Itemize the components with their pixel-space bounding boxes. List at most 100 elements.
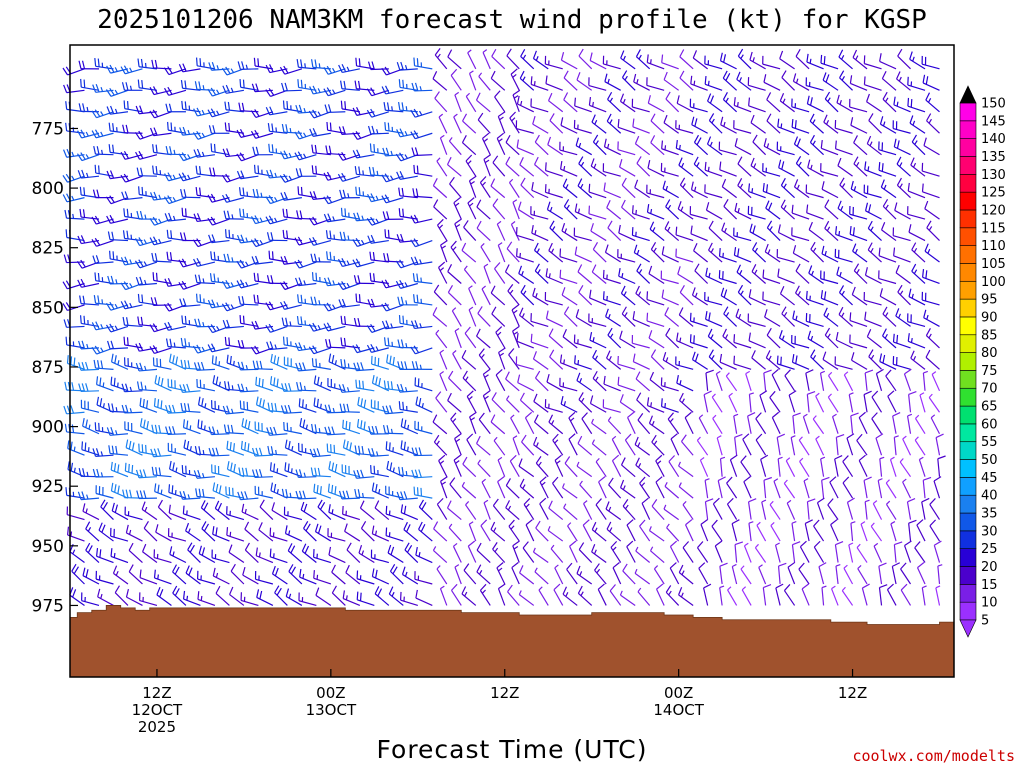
wind-barb: [722, 70, 738, 91]
wind-barb: [721, 178, 737, 199]
wind-barb: [338, 490, 360, 500]
wind-barb: [498, 347, 506, 370]
wind-barb: [561, 287, 578, 306]
wind-barb: [271, 502, 288, 521]
wind-barb: [820, 456, 826, 477]
wind-barb: [194, 274, 215, 285]
wind-barb: [914, 414, 926, 435]
wind-barb: [733, 334, 752, 349]
wind-barb: [792, 245, 810, 263]
wind-barb: [853, 156, 868, 177]
wind-barb: [482, 390, 491, 413]
wind-barb: [909, 51, 926, 70]
wind-barb: [604, 73, 621, 91]
wind-barb: [396, 383, 418, 393]
wind-barb: [871, 390, 883, 413]
wind-barb: [512, 325, 520, 349]
wind-barb: [222, 405, 244, 415]
wind-barb: [182, 419, 201, 435]
wind-barb: [891, 562, 901, 585]
wind-barb: [617, 376, 636, 392]
wind-barb: [545, 310, 563, 327]
wind-barb: [510, 414, 520, 435]
wind-barb: [516, 333, 534, 349]
wind-barb: [451, 307, 462, 327]
wind-barb: [819, 370, 826, 391]
wind-barb: [356, 570, 375, 585]
wind-barb: [236, 152, 259, 162]
wind-barb: [352, 344, 375, 354]
wind-barb: [325, 339, 346, 349]
wind-barb: [398, 315, 418, 328]
wind-barb: [911, 242, 926, 263]
wind-barb: [719, 52, 737, 70]
wind-barb: [181, 207, 201, 220]
wind-barb: [849, 205, 868, 220]
wind-barb: [605, 501, 622, 521]
wind-barb: [96, 376, 114, 392]
wind-barb: [358, 545, 375, 564]
wind-barb: [735, 308, 752, 327]
wind-barb: [547, 92, 564, 113]
wind-barb: [926, 220, 940, 241]
wind-barb: [761, 499, 767, 520]
colorbar-swatch: [959, 352, 977, 371]
wind-barb: [561, 222, 578, 242]
wind-barb: [355, 186, 375, 199]
wind-barb: [497, 476, 506, 499]
wind-barb: [80, 78, 100, 91]
wind-barb: [512, 540, 520, 563]
wind-barb: [386, 354, 404, 370]
wind-barb: [299, 568, 317, 585]
wind-barb: [120, 300, 143, 310]
wind-barb: [751, 350, 766, 370]
wind-barb: [340, 100, 360, 113]
wind-barb: [482, 368, 491, 392]
wind-barb: [197, 591, 216, 607]
wind-barb: [236, 128, 259, 138]
wind-barb: [849, 98, 868, 113]
wind-barb: [267, 123, 288, 134]
wind-barb: [900, 583, 912, 606]
wind-barb: [755, 433, 767, 456]
wind-barb: [313, 483, 332, 499]
wind-barb: [265, 323, 288, 333]
wind-barb: [591, 521, 607, 542]
wind-barb: [341, 464, 360, 478]
wind-barb: [771, 411, 781, 434]
wind-barb: [165, 338, 186, 349]
wind-barb: [864, 202, 882, 220]
wind-barb: [344, 523, 361, 542]
wind-barb: [809, 134, 824, 156]
wind-barb: [370, 399, 389, 413]
wind-barb: [810, 241, 824, 263]
colorbar-swatch: [959, 530, 977, 549]
wind-barb: [839, 177, 853, 199]
wind-barb: [497, 242, 506, 263]
wind-barb: [806, 498, 816, 520]
wind-barb: [926, 113, 940, 134]
wind-barb: [824, 199, 839, 220]
wind-barb: [807, 159, 824, 177]
wind-barb: [314, 523, 332, 542]
wind-barb: [690, 75, 708, 91]
wind-barb: [649, 546, 665, 563]
wind-barb: [461, 481, 477, 499]
wind-barb: [197, 396, 216, 413]
wind-barb: [124, 462, 143, 478]
wind-barb: [893, 138, 911, 156]
wind-barb: [269, 462, 288, 478]
wind-barb: [399, 591, 418, 607]
wind-barb: [866, 93, 882, 113]
colorbar-swatch: [959, 298, 977, 318]
wind-barb: [634, 436, 651, 456]
wind-barb: [128, 564, 143, 585]
wind-barb: [516, 248, 534, 263]
wind-barb: [78, 60, 99, 70]
colorbar-label: 35: [981, 507, 998, 522]
wind-barb: [921, 497, 930, 520]
wind-barb: [78, 383, 100, 393]
wind-barb: [879, 288, 897, 306]
wind-barb: [795, 48, 810, 70]
